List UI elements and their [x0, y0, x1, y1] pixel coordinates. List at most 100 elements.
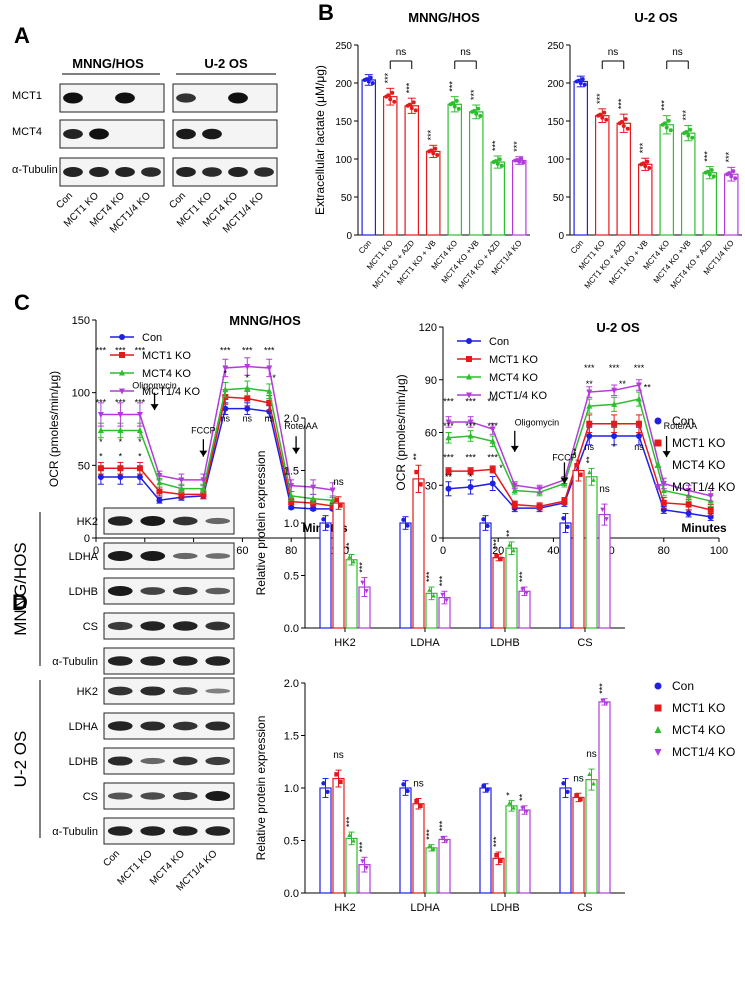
series-line	[448, 422, 711, 511]
data-point	[467, 432, 474, 439]
data-point	[445, 485, 452, 492]
blot-d-u2os-0-band	[140, 686, 166, 696]
blot-d-hos-2-band	[172, 586, 198, 596]
series-line	[100, 407, 333, 510]
data-point	[511, 482, 518, 489]
data-point	[511, 501, 518, 508]
data-point	[347, 554, 352, 559]
bar	[616, 122, 632, 236]
sig-label: *	[246, 373, 250, 383]
x-tick-label: LDHA	[410, 637, 440, 649]
sig-label: ns	[586, 749, 597, 760]
sig-label: **	[445, 472, 453, 482]
legend-label: Con	[672, 414, 694, 428]
data-point	[565, 789, 570, 794]
legend-marker	[654, 417, 662, 425]
bar	[468, 111, 484, 236]
data-point	[310, 495, 317, 502]
blot-d-u2os-4-band	[140, 826, 166, 836]
blot-a-hos-0-band	[115, 92, 135, 104]
sig-label: **	[505, 529, 515, 537]
legend-marker	[654, 726, 662, 733]
blot-d-row-label: α-Tubulin	[52, 826, 98, 838]
blot-a-hos-2-band	[89, 166, 109, 178]
y-tick-label: 60	[425, 428, 437, 440]
data-point	[288, 504, 295, 511]
sig-label: ***	[512, 141, 522, 152]
y-tick-label: 150	[335, 117, 352, 128]
blot-d-u2os-3-band	[172, 791, 198, 801]
bar	[404, 105, 420, 236]
bar	[361, 79, 377, 236]
blot-d-row-label: LDHA	[69, 721, 99, 733]
data-point	[351, 838, 356, 843]
blot-d-hos-3-band	[172, 621, 198, 631]
legend-label: MCT1 KO	[672, 436, 725, 450]
sig-label: ***	[242, 345, 253, 355]
sig-label: ***	[660, 100, 670, 111]
blot-d-u2os-3-band	[205, 791, 231, 801]
data-point	[445, 419, 452, 426]
blot-d-u2os-1-band	[140, 721, 166, 731]
blot-d-cell-line: U-2 OS	[11, 731, 30, 788]
legend-label: MCT4 KO	[672, 458, 725, 472]
data-point	[591, 477, 596, 482]
data-point	[521, 160, 526, 165]
y-tick-label: 200	[547, 79, 564, 90]
data-point	[711, 174, 716, 179]
data-point	[524, 591, 529, 596]
data-point	[444, 839, 449, 844]
bar	[659, 124, 675, 236]
legend-marker	[119, 352, 125, 358]
blot-a-u2os-1-band	[176, 128, 196, 140]
data-point	[347, 832, 352, 837]
bar	[680, 132, 696, 236]
blot-d-u2os-2-band	[172, 756, 198, 766]
blot-d-u2os-3-band	[107, 792, 133, 800]
data-point	[97, 465, 104, 472]
y-tick-label: 0	[558, 231, 564, 242]
bar	[559, 787, 572, 894]
sig-label: ns	[221, 414, 231, 424]
sig-label: ***	[465, 421, 476, 431]
sig-label: *	[505, 792, 515, 796]
blot-d-hos-4-band	[140, 656, 166, 666]
blot-d-u2os-4-band	[205, 826, 231, 836]
data-point	[485, 787, 490, 792]
data-point	[368, 75, 373, 80]
x-tick-label: LDHA	[410, 902, 440, 914]
data-point	[467, 419, 474, 426]
y-tick-label: 2.0	[284, 413, 299, 425]
bar	[399, 787, 412, 894]
data-point	[329, 496, 336, 503]
data-point	[511, 805, 516, 810]
data-point	[481, 517, 486, 522]
line-chart-title: MNNG/HOS	[229, 313, 301, 328]
bar-chart-title: MNNG/HOS	[408, 10, 480, 25]
blot-a-u2os-2-band	[176, 166, 196, 178]
data-point	[660, 499, 667, 506]
data-point	[266, 365, 273, 372]
data-point	[156, 473, 163, 480]
data-point	[611, 420, 618, 427]
sig-label: *	[138, 437, 142, 447]
bar	[332, 777, 345, 894]
legend-marker	[466, 356, 472, 362]
data-point	[338, 779, 343, 785]
legend-label: Con	[142, 332, 162, 344]
y-tick-label: 150	[547, 117, 564, 128]
data-point	[440, 836, 445, 841]
data-point	[288, 492, 295, 499]
data-point	[635, 433, 642, 440]
data-point	[494, 553, 499, 559]
x-tick-label: LDHB	[490, 637, 519, 649]
data-point	[684, 130, 689, 135]
data-point	[429, 148, 434, 153]
blot-a-hos-1-band	[63, 128, 83, 140]
data-point	[493, 159, 498, 164]
sig-label: ***	[448, 81, 458, 92]
x-tick-label: HK2	[334, 902, 355, 914]
blot-a-header-u2os: U-2 OS	[204, 56, 248, 71]
sig-label: *	[612, 442, 616, 452]
data-point	[489, 426, 496, 433]
